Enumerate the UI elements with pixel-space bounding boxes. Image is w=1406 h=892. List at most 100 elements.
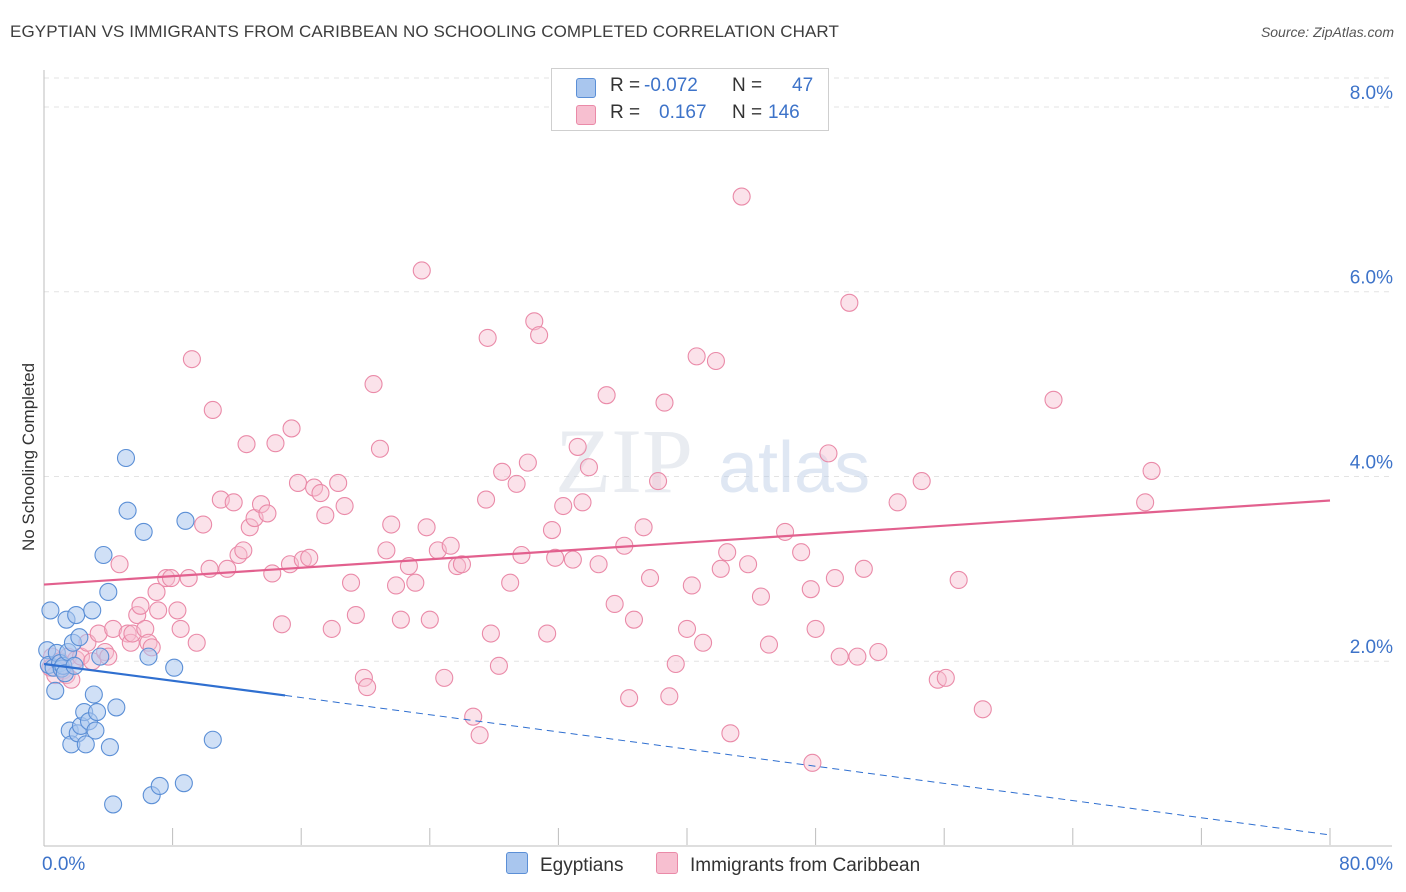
caribbean-point	[819, 444, 838, 463]
caribbean-point	[620, 689, 639, 708]
caribbean-point	[640, 569, 660, 588]
egyptian-trend-line	[43, 662, 286, 697]
tick-labels: 2.0% 4.0% 6.0% 8.0% 0.0% 80.0%	[42, 83, 1393, 875]
caribbean-point	[776, 522, 795, 541]
caribbean-point	[452, 555, 472, 574]
caribbean-point	[568, 437, 587, 456]
y-axis-label: No Schooling Completed	[19, 363, 38, 551]
caribbean-point	[830, 647, 849, 666]
caribbean-point	[147, 582, 166, 602]
caribbean-point	[711, 559, 730, 578]
egyptian-point	[65, 656, 84, 675]
caribbean-point	[329, 473, 348, 492]
egyptian-point	[116, 448, 136, 468]
caribbean-point	[666, 654, 685, 674]
caribbean-swatch	[576, 105, 596, 125]
caribbean-points	[41, 187, 1161, 772]
caribbean-point	[605, 594, 624, 614]
caribbean-point	[806, 619, 825, 638]
caribbean-point	[171, 619, 190, 638]
caribbean-point	[346, 605, 365, 625]
caribbean-point	[131, 596, 150, 615]
y-tick-label: 2.0%	[1350, 637, 1393, 658]
caribbean-r-label: R =	[610, 102, 641, 123]
caribbean-point	[406, 573, 425, 592]
caribbean-point	[840, 293, 859, 312]
caribbean-point	[554, 496, 573, 516]
caribbean-point	[194, 515, 213, 534]
caribbean-point	[660, 687, 679, 706]
watermark-atlas: atlas	[718, 428, 870, 508]
caribbean-point	[949, 570, 968, 589]
caribbean-point	[507, 474, 526, 493]
egyptian-point	[46, 681, 65, 700]
caribbean-point	[420, 610, 439, 629]
caribbean-point	[936, 668, 955, 687]
caribbean-point	[624, 610, 644, 629]
caribbean-point	[470, 726, 489, 745]
egyptians-r-label: R =	[610, 75, 641, 96]
caribbean-point	[358, 678, 377, 697]
egyptian-points	[38, 448, 222, 814]
caribbean-point	[335, 496, 354, 516]
caribbean-point	[718, 543, 737, 562]
watermark: ZIP atlas	[555, 410, 870, 512]
caribbean-point	[179, 569, 198, 588]
caribbean-point	[579, 458, 598, 477]
caribbean-point	[121, 633, 140, 652]
caribbean-point	[322, 619, 341, 638]
caribbean-point	[218, 559, 237, 578]
caribbean-point	[417, 518, 436, 537]
caribbean-point	[677, 619, 697, 638]
caribbean-point	[441, 536, 460, 555]
caribbean-point	[542, 521, 562, 540]
egyptian-point	[67, 605, 86, 625]
chart-title: EGYPTIAN VS IMMIGRANTS FROM CARIBBEAN NO…	[10, 22, 839, 41]
caribbean-point	[464, 707, 483, 726]
egyptian-point	[91, 647, 110, 666]
caribbean-point	[237, 435, 256, 454]
caribbean-point	[589, 555, 608, 574]
egyptians-r-value: -0.072	[644, 75, 698, 96]
caribbean-point	[655, 393, 674, 412]
caribbean-point	[258, 504, 277, 523]
caribbean-point	[251, 495, 271, 514]
egyptian-point	[94, 545, 113, 565]
egyptian-point	[41, 601, 60, 620]
caribbean-point	[538, 624, 557, 643]
caribbean-point	[493, 462, 512, 481]
caribbean-point	[803, 753, 822, 772]
egyptian-point	[176, 511, 195, 530]
caribbean-point	[203, 400, 222, 420]
x-tick-label: 0.0%	[42, 854, 85, 875]
caribbean-point	[104, 619, 123, 638]
bottom-legend-egyptians: Egyptians	[506, 852, 623, 877]
caribbean-point	[377, 541, 396, 560]
caribbean-point	[854, 559, 873, 578]
caribbean-point	[912, 472, 931, 491]
caribbean-point	[706, 351, 725, 371]
caribbean-point	[481, 624, 500, 643]
caribbean-point	[888, 493, 907, 512]
egyptian-point	[76, 735, 95, 754]
caribbean-point	[311, 484, 330, 503]
caribbean-point	[739, 555, 758, 574]
caribbean-point	[518, 453, 537, 472]
caribbean-point	[136, 619, 155, 638]
caribbean-point	[272, 615, 291, 634]
caribbean-point	[282, 419, 301, 438]
caribbean-point	[1044, 390, 1063, 409]
caribbean-point	[973, 700, 992, 719]
caribbean-point	[149, 601, 168, 620]
caribbean-point	[825, 569, 844, 588]
caribbean-point	[370, 439, 390, 458]
egyptian-point	[70, 628, 89, 647]
caribbean-point	[187, 633, 206, 652]
egyptian-point	[100, 738, 119, 757]
caribbean-point	[848, 647, 867, 666]
caribbean-point	[263, 564, 282, 583]
caribbean-point	[435, 668, 454, 687]
caribbean-point	[759, 635, 779, 654]
caribbean-point	[89, 624, 108, 643]
